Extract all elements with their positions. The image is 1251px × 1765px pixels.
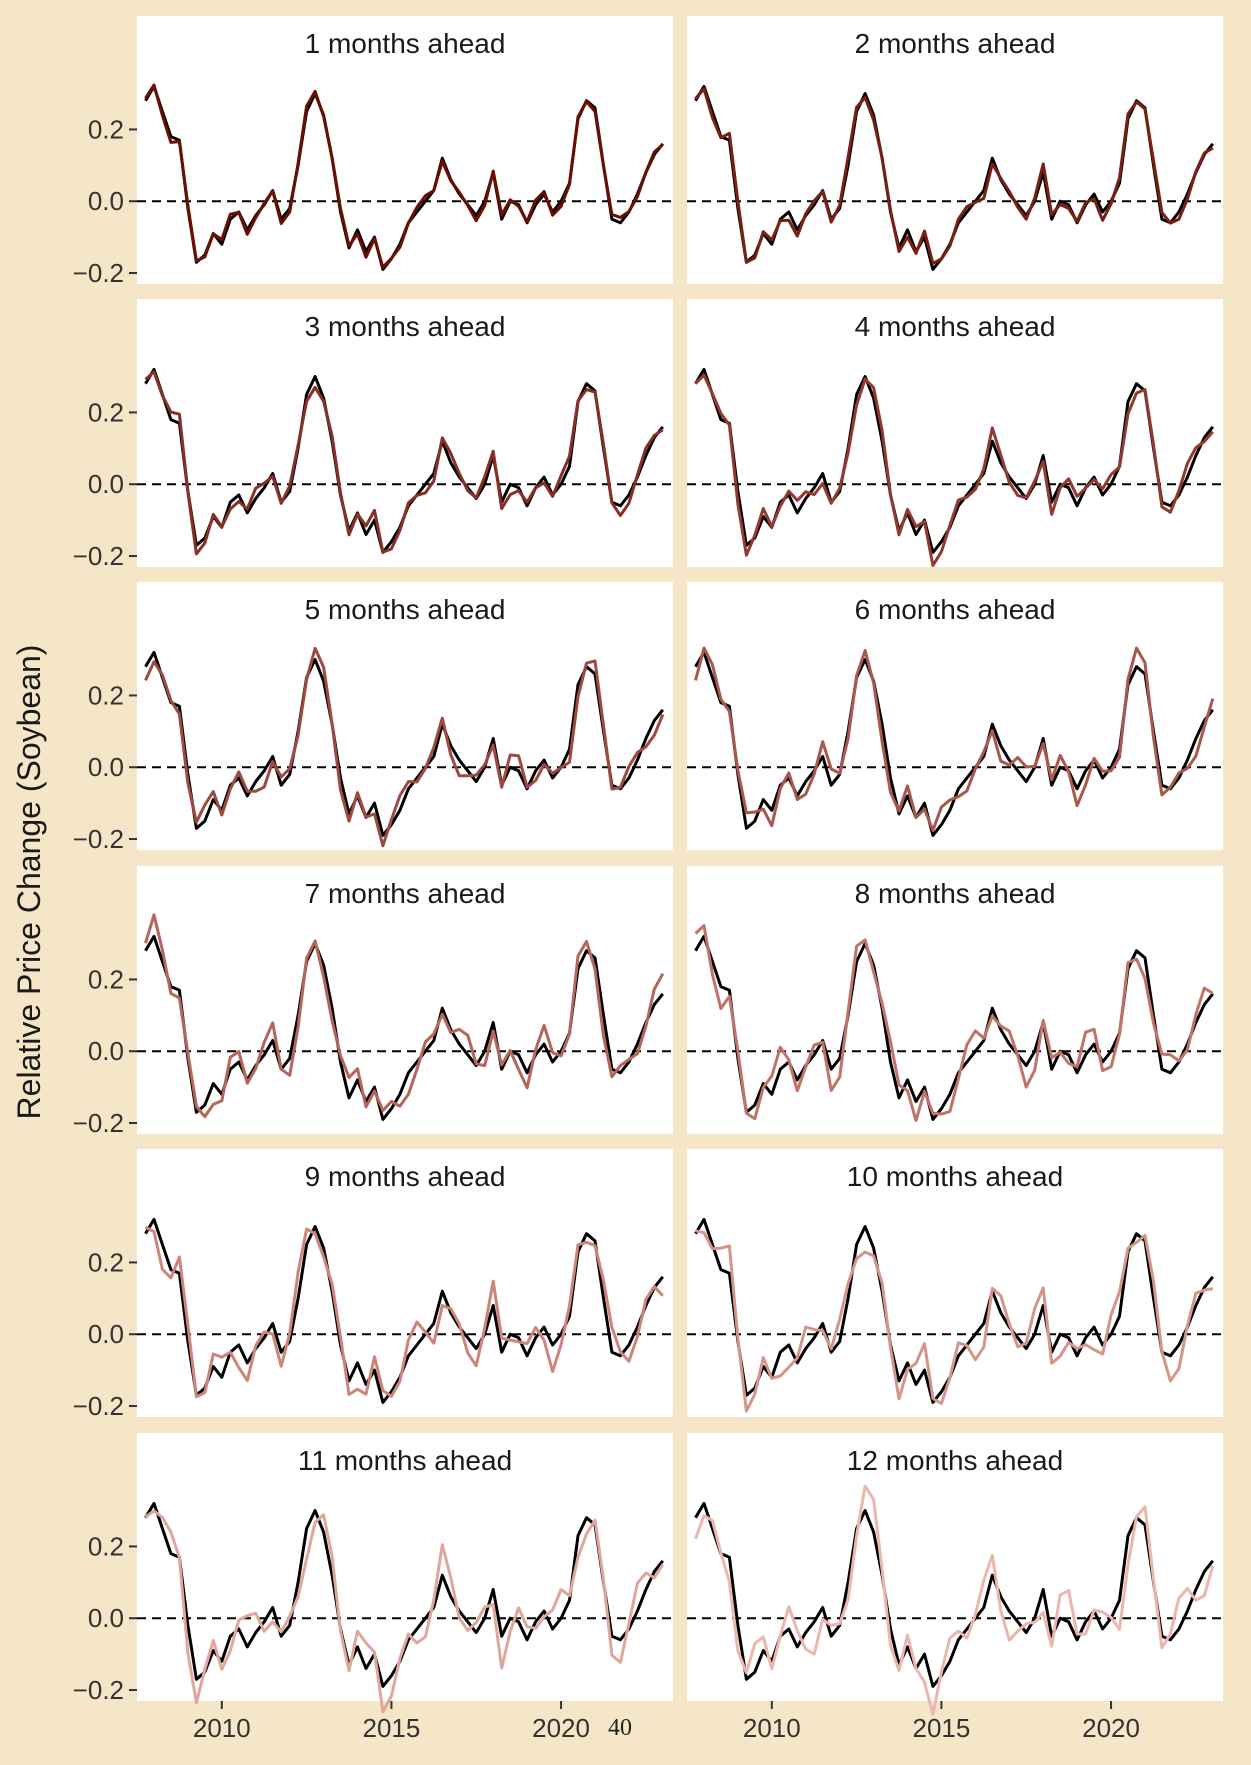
- forecast-series-line: [144, 913, 665, 1119]
- y-tick-label: 0.2: [88, 114, 124, 144]
- forecast-series-line: [144, 646, 665, 848]
- y-tick-label: −0.2: [73, 824, 124, 854]
- y-tick-label: −0.2: [73, 541, 124, 571]
- y-tick-label: 0.0: [88, 1036, 124, 1066]
- forecast-series-line: [144, 1509, 665, 1714]
- panel-10: 10 months ahead: [687, 1149, 1223, 1417]
- panel-11: 11 months ahead: [137, 1433, 673, 1714]
- y-tick-label: 0.2: [88, 1531, 124, 1561]
- panel-title: 6 months ahead: [855, 594, 1056, 625]
- x-tick-label: 2015: [913, 1713, 971, 1743]
- panel-title: 9 months ahead: [305, 1161, 506, 1192]
- panel-title: 10 months ahead: [847, 1161, 1063, 1192]
- y-tick-label: 0.2: [88, 964, 124, 994]
- panel-background: [137, 299, 673, 567]
- panel-7: 7 months ahead: [137, 866, 673, 1134]
- y-tick-label: 0.0: [88, 1319, 124, 1349]
- x-tick-label: 2020: [1082, 1713, 1140, 1743]
- y-tick-label: 0.0: [88, 752, 124, 782]
- y-tick-label: 0.2: [88, 680, 124, 710]
- panel-2: 2 months ahead: [687, 16, 1223, 284]
- panel-background: [137, 16, 673, 284]
- panel-title: 12 months ahead: [847, 1445, 1063, 1476]
- forecast-series-line: [695, 1229, 1214, 1413]
- panel-1: 1 months ahead: [137, 16, 673, 284]
- panel-background: [137, 866, 673, 1134]
- panel-background: [687, 1149, 1223, 1417]
- x-tick-label: 2010: [193, 1713, 251, 1743]
- y-tick-label: −0.2: [73, 258, 124, 288]
- y-tick-label: −0.2: [73, 1391, 124, 1421]
- y-tick-label: −0.2: [73, 1108, 124, 1138]
- panel-title: 3 months ahead: [305, 311, 506, 342]
- panel-5: 5 months ahead: [137, 582, 673, 850]
- y-tick-label: 0.0: [88, 186, 124, 216]
- y-tick-label: 0.2: [88, 1247, 124, 1277]
- forecast-series-line: [144, 370, 664, 556]
- panel-title: 8 months ahead: [855, 878, 1056, 909]
- y-tick-labels: −0.2 0.0 0.2 −0.2 0.0 0.2 −0.2 0.0 0.2 −0.2 0.0 0.2…: [73, 114, 137, 1705]
- panel-8: 8 months ahead: [687, 866, 1223, 1134]
- forecast-series-line: [694, 646, 1215, 832]
- x-tick-label: 2010: [743, 1713, 801, 1743]
- x-tick-label: 2020: [532, 1713, 590, 1743]
- panel-9: 9 months ahead: [137, 1149, 673, 1417]
- panel-background: [687, 16, 1223, 284]
- x-tick-label: 2015: [363, 1713, 421, 1743]
- y-tick-label: 0.0: [88, 469, 124, 499]
- panel-title: 4 months ahead: [855, 311, 1056, 342]
- panels-layer: 1 months ahead 2 months ahead 3 months ahe…: [137, 16, 1223, 1716]
- forecast-series-line: [694, 924, 1214, 1122]
- forecast-series-line: [144, 83, 664, 269]
- y-tick-label: 0.0: [88, 1603, 124, 1633]
- y-tick-label: 0.2: [88, 397, 124, 427]
- panel-title: 5 months ahead: [305, 594, 506, 625]
- panel-12: 12 months ahead: [687, 1433, 1223, 1716]
- forecast-series-line: [694, 87, 1214, 265]
- y-tick-label: −0.2: [73, 1675, 124, 1705]
- panel-title: 1 months ahead: [305, 28, 506, 59]
- panel-3: 3 months ahead: [137, 299, 673, 567]
- panel-title: 7 months ahead: [305, 878, 506, 909]
- panel-6: 6 months ahead: [687, 582, 1223, 850]
- y-axis-label: Relative Price Change (Soybean): [11, 645, 47, 1120]
- forecast-series-line: [144, 1225, 664, 1399]
- x-tick-labels: 2010 2015 2020 2010 2015 2020: [193, 1701, 1140, 1743]
- panel-4: 4 months ahead: [687, 299, 1223, 567]
- panel-background: [687, 299, 1223, 567]
- page-number: 40: [608, 1715, 632, 1741]
- forecast-series-line: [694, 373, 1214, 567]
- panel-background: [137, 1149, 673, 1417]
- panel-title: 11 months ahead: [298, 1445, 512, 1476]
- panel-title: 2 months ahead: [855, 28, 1056, 59]
- forecast-series-line: [694, 1484, 1215, 1716]
